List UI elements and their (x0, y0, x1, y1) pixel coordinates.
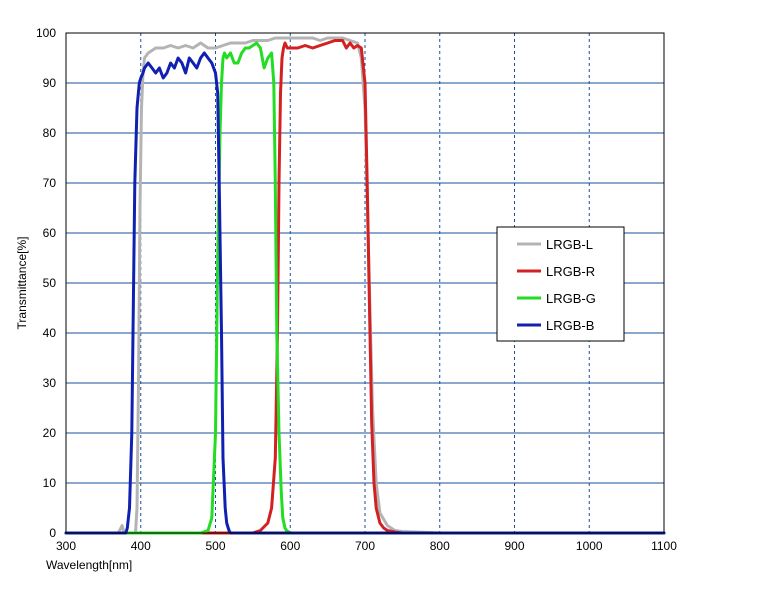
x-tick-label: 1000 (576, 539, 603, 553)
series-layer (64, 36, 666, 535)
x-tick-label: 1100 (651, 539, 677, 553)
y-tick-label: 0 (49, 526, 56, 540)
y-tick-label: 60 (43, 226, 57, 240)
legend-label: LRGB-R (546, 264, 595, 279)
x-tick-label: 900 (504, 539, 524, 553)
plot-frame (65, 32, 665, 534)
series-line-lrgb-b (64, 51, 666, 535)
y-tick-label: 20 (43, 426, 57, 440)
legend-label: LRGB-L (546, 237, 593, 252)
x-tick-label: 600 (280, 539, 300, 553)
y-tick-label: 90 (43, 76, 57, 90)
x-tick-label: 300 (56, 539, 76, 553)
tick-labels: 300 400 500 600 700 800 900 1000 1100 0 10 20 30 40 50… (36, 26, 677, 553)
x-tick-label: 700 (355, 539, 375, 553)
x-tick-label: 400 (131, 539, 151, 553)
y-tick-label: 30 (43, 376, 57, 390)
legend-label: LRGB-B (546, 318, 594, 333)
y-tick-label: 100 (36, 26, 56, 40)
x-axis-title: Wavelength[nm] (46, 558, 132, 572)
y-tick-label: 40 (43, 326, 57, 340)
y-tick-label: 70 (43, 176, 57, 190)
y-tick-label: 80 (43, 126, 57, 140)
y-tick-label: 50 (43, 276, 57, 290)
y-axis-title: Transmittance[%] (15, 237, 29, 330)
legend-label: LRGB-G (546, 291, 596, 306)
y-tick-label: 10 (43, 476, 57, 490)
series-line-lrgb-r (64, 39, 666, 535)
x-tick-label: 500 (205, 539, 225, 553)
x-tick-label: 800 (430, 539, 450, 553)
legend: LRGB-L LRGB-R LRGB-G LRGB-B (496, 226, 625, 342)
legend-box (496, 226, 625, 342)
